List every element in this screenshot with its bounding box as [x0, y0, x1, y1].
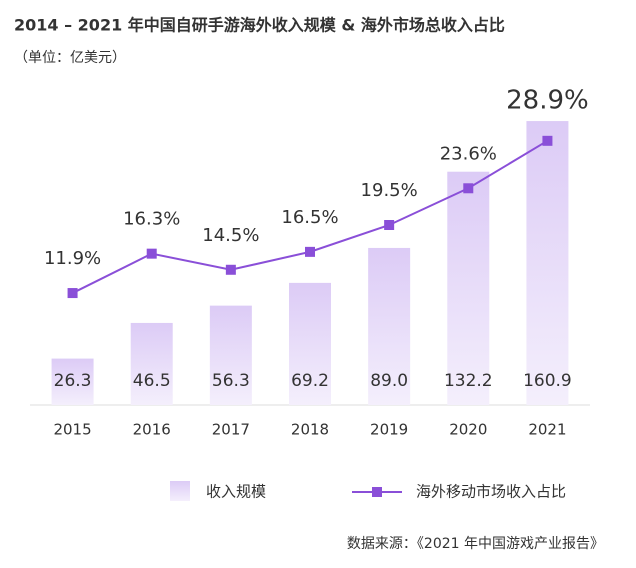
line-marker	[67, 288, 78, 299]
line-value-label: 16.5%	[281, 207, 338, 228]
legend-swatch	[170, 481, 190, 501]
bar	[51, 358, 94, 405]
bar	[526, 121, 569, 405]
line-marker	[225, 264, 236, 275]
line-value-label: 16.3%	[123, 209, 180, 230]
bar	[368, 247, 411, 405]
bar	[130, 322, 173, 405]
line-marker	[542, 135, 553, 146]
line-marker	[463, 183, 474, 194]
x-tick-label: 2018	[291, 421, 329, 439]
legend-swatch	[372, 487, 382, 497]
x-tick-label: 2016	[133, 421, 171, 439]
line-marker	[305, 246, 315, 257]
bar-value-label: 89.0	[370, 371, 408, 391]
line-marker	[146, 248, 157, 259]
bar	[289, 282, 331, 405]
bar-value-label: 46.5	[133, 371, 171, 391]
bar-value-label: 26.3	[54, 371, 92, 391]
chart-subtitle: （单位：亿美元）	[14, 50, 126, 66]
x-tick-label: 2021	[528, 421, 566, 439]
bar-value-label: 56.3	[212, 371, 250, 391]
bar	[447, 171, 490, 405]
legend: 收入规模 海外移动市场收入占比	[170, 481, 566, 501]
x-tick-label: 2020	[449, 421, 487, 439]
chart-title: 2014 – 2021 年中国自研手游海外收入规模 & 海外市场总收入占比	[14, 16, 505, 35]
legend-label: 海外移动市场收入占比	[416, 483, 566, 501]
bar-value-label: 69.2	[291, 371, 329, 391]
legend-label: 收入规模	[206, 483, 266, 501]
x-tick-label: 2017	[212, 421, 250, 439]
line-marker	[384, 220, 395, 230]
line-value-label: 28.9%	[506, 85, 589, 115]
line-value-label: 19.5%	[361, 180, 418, 201]
line-value-label: 23.6%	[440, 143, 497, 164]
line-value-label: 14.5%	[202, 225, 259, 246]
x-tick-label: 2019	[370, 421, 408, 439]
x-tick-label: 2015	[53, 421, 91, 439]
bar	[209, 305, 252, 405]
source-note: 数据来源：《2021 年中国游戏产业报告》	[347, 536, 604, 552]
line-value-label: 11.9%	[44, 248, 101, 269]
bar-value-label: 160.9	[523, 371, 572, 391]
bar-value-label: 132.2	[444, 371, 493, 391]
